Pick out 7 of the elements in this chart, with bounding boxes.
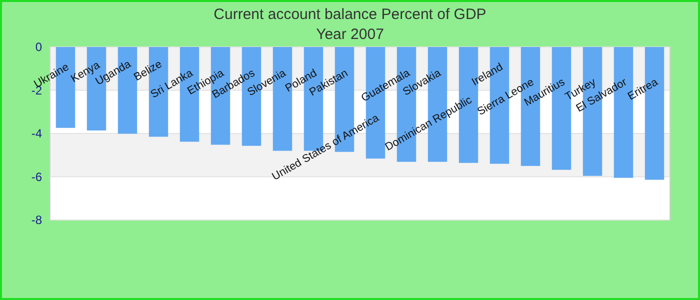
y-tick-label: -6 — [31, 170, 42, 184]
chart-title: Current account balance Percent of GDP — [214, 6, 486, 23]
chart-subtitle: Year 2007 — [316, 26, 384, 43]
y-tick-label: -8 — [31, 213, 42, 227]
y-tick-label: -4 — [31, 126, 42, 140]
x-tick-label: Belize — [132, 58, 164, 84]
y-tick-label: 0 — [35, 40, 42, 54]
